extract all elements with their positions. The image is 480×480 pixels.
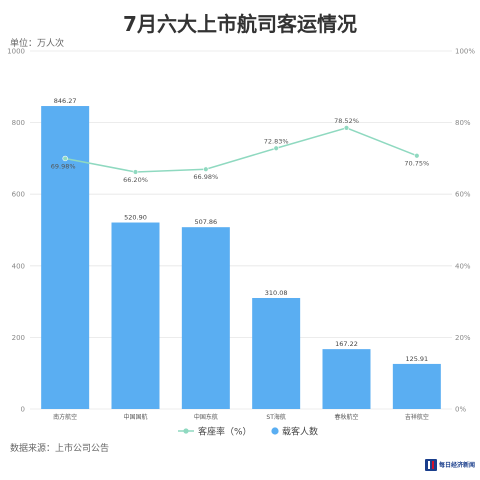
left-tick-label: 600: [12, 191, 25, 199]
legend-label-passengers: 载客人数: [282, 426, 318, 438]
bar-value-labels: 846.27 520.90 507.86 310.08 167.22 125.91: [54, 97, 428, 363]
load-factor-label: 72.83%: [264, 137, 289, 145]
load-factor-point: [414, 153, 420, 159]
bar-value-label: 520.90: [124, 214, 147, 222]
data-source: 数据来源：上市公司公告: [10, 444, 110, 454]
load-factor-point: [62, 155, 68, 162]
load-factor-label: 70.75%: [404, 160, 429, 168]
load-factor-line-path: [65, 127, 418, 173]
bar-value-label: 125.91: [405, 355, 428, 363]
load-factor-point: [203, 166, 209, 172]
bar: [392, 363, 441, 409]
bar: [322, 349, 371, 409]
right-tick-label: 80%: [455, 119, 471, 127]
unit-label: 单位：万人次: [10, 39, 65, 49]
load-factor-point: [343, 125, 350, 131]
load-factor-point: [273, 145, 279, 151]
category-labels: 南方航空 中国国航 中国东航 ST海航 春秋航空 吉祥航空: [53, 413, 429, 421]
right-tick-label: 40%: [455, 262, 471, 270]
bar-value-label: 507.86: [194, 218, 217, 226]
category-label: 中国东航: [194, 413, 218, 421]
legend-label-load-factor: 客座率（%）: [198, 426, 252, 438]
category-label: 南方航空: [53, 413, 77, 421]
load-factor-label: 69.98%: [51, 162, 76, 170]
logo: 每日经济新闻: [425, 458, 476, 472]
left-tick-label: 400: [12, 262, 25, 270]
logo-mark-icon: [425, 459, 437, 471]
load-factor-label: 78.52%: [334, 117, 359, 125]
load-factor-point: [132, 169, 139, 175]
legend-line-marker: [183, 428, 189, 434]
bar-value-label: 167.22: [335, 340, 358, 348]
bar: [111, 222, 160, 409]
load-factor-line: 69.98% 66.20% 66.98% 72.83% 78.52% 70.75%: [51, 117, 429, 184]
load-factor-label: 66.98%: [193, 173, 218, 181]
logo-text: 每日经济新闻: [439, 462, 476, 469]
category-label: 吉祥航空: [405, 413, 429, 421]
left-tick-label: 800: [12, 119, 25, 127]
right-tick-label: 100%: [455, 48, 475, 56]
right-tick-label: 20%: [455, 334, 471, 342]
grid-lines: [30, 50, 452, 410]
right-tick-label: 60%: [455, 191, 471, 199]
right-axis-ticks: 0% 20% 40% 60% 80% 100%: [455, 48, 475, 414]
bar: [252, 297, 301, 409]
category-label: 中国国航: [123, 413, 147, 421]
left-tick-label: 1000: [7, 48, 25, 56]
bars: [41, 106, 441, 409]
right-tick-label: 0%: [455, 406, 466, 414]
bar-value-label: 846.27: [54, 97, 77, 105]
load-factor-label: 66.20%: [123, 176, 148, 184]
left-axis-ticks: 0 200 400 600 800 1000: [7, 48, 25, 414]
bar: [41, 106, 90, 409]
legend: 客座率（%） 载客人数: [178, 426, 318, 438]
bar: [181, 227, 230, 409]
left-tick-label: 200: [12, 334, 25, 342]
bar-value-label: 310.08: [265, 289, 288, 297]
chart-title: 7月六大上市航司客运情况: [123, 12, 357, 36]
left-tick-label: 0: [21, 406, 25, 414]
category-label: 春秋航空: [334, 413, 358, 421]
legend-bar-swatch: [271, 427, 279, 435]
category-label: ST海航: [266, 413, 285, 421]
